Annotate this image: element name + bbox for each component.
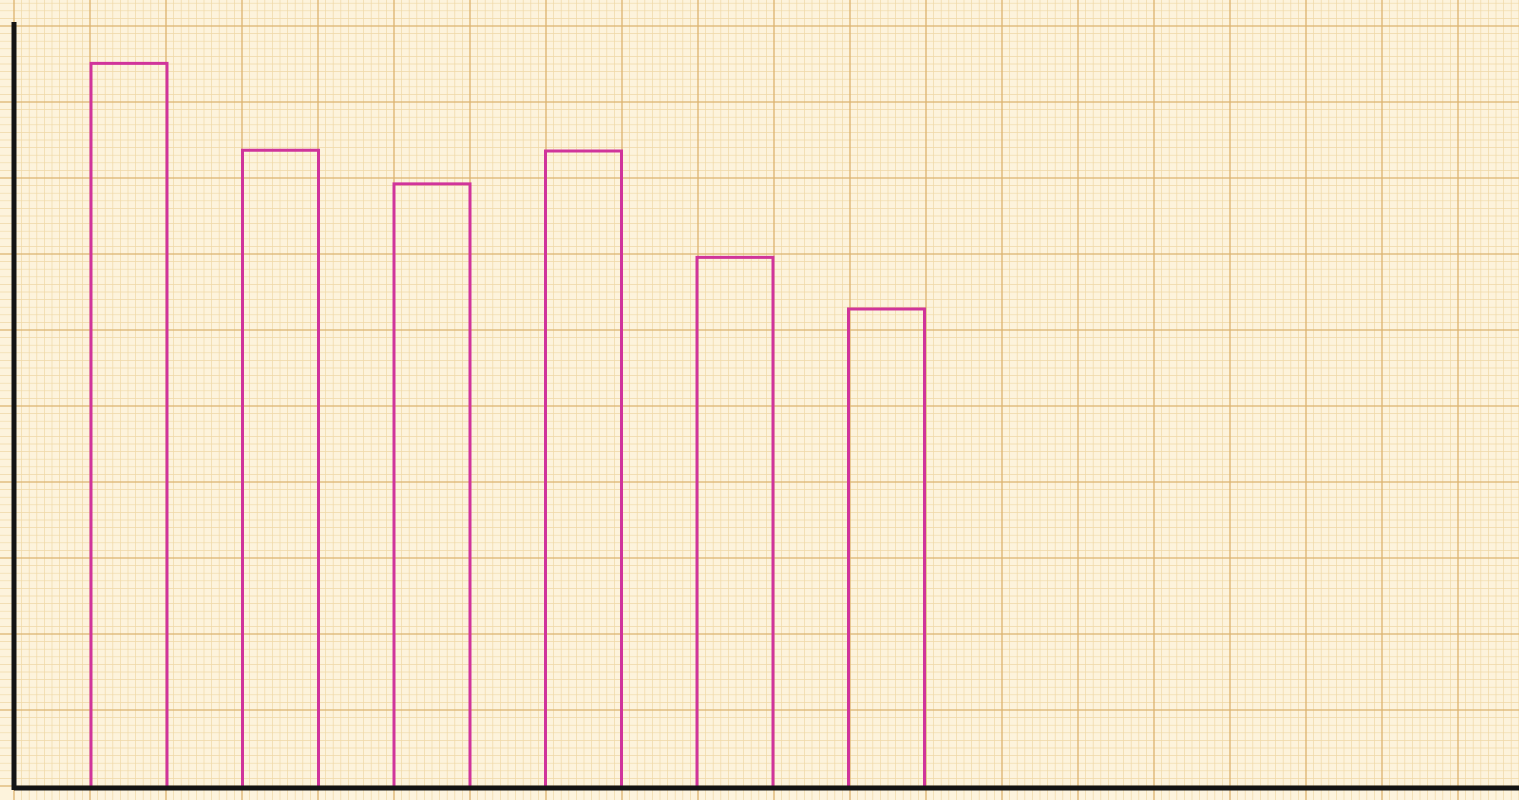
bar xyxy=(392,182,472,786)
bar xyxy=(695,255,775,786)
bar xyxy=(544,149,623,786)
bar xyxy=(847,307,926,786)
bar xyxy=(89,61,169,786)
bar xyxy=(241,148,320,786)
bars xyxy=(89,61,926,786)
